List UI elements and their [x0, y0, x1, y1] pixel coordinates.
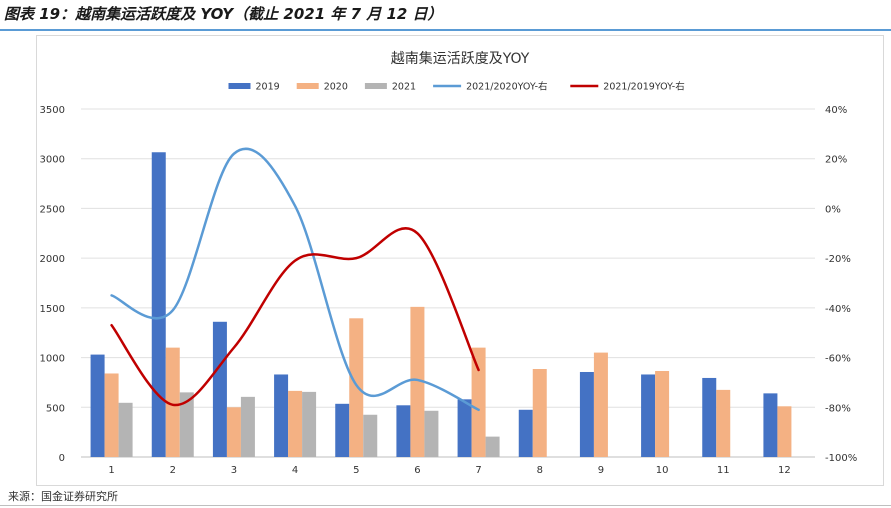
- bar-2019-1: [90, 354, 105, 457]
- bar-2019-5: [335, 403, 350, 457]
- y-right-tick-label: -20%: [825, 254, 851, 265]
- bar-2020-10: [655, 370, 670, 457]
- y-right-tick-label: -40%: [825, 304, 851, 315]
- bar-2021-1: [118, 402, 133, 457]
- legend-swatch: [228, 83, 251, 89]
- y-left-tick-label: 1000: [40, 354, 65, 365]
- bottom-divider: [0, 505, 891, 506]
- y-right-tick-label: 0%: [825, 204, 841, 215]
- x-tick-label: 11: [717, 465, 730, 476]
- legend-item-2021/2019YOY-右: 2021/2019YOY-右: [570, 81, 685, 93]
- legend-label: 2021/2019YOY-右: [603, 81, 684, 93]
- y-left-tick-label: 3000: [40, 155, 65, 166]
- bar-2020-11: [716, 389, 731, 457]
- y-right-tick-label: -60%: [825, 354, 851, 365]
- y-left-tick-label: 2000: [40, 254, 65, 265]
- bar-2020-2: [165, 347, 180, 457]
- x-axis: 1 2 3 4 5 6 7 8 9 10 11 12: [108, 465, 790, 476]
- chart-svg: 越南集运活跃度及YOY 2019 2020 2021 2021/2020YOY-右 20…: [40, 50, 858, 476]
- chart-title: 越南集运活跃度及YOY: [391, 50, 530, 67]
- figure-title: 图表 19：越南集运活跃度及 YOY（截止 2021 年 7 月 12 日）: [4, 5, 443, 23]
- x-tick-label: 12: [778, 465, 791, 476]
- x-tick-label: 6: [414, 465, 420, 476]
- bar-2021-2: [179, 392, 194, 457]
- bar-2020-5: [349, 318, 364, 457]
- bar-2020-7: [471, 347, 486, 457]
- y-right-tick-label: 40%: [825, 105, 847, 116]
- source-note: 来源：国金证券研究所: [8, 490, 118, 503]
- title-divider: [0, 29, 891, 31]
- bar-2021-5: [363, 414, 378, 457]
- bar-2020-12: [777, 406, 792, 457]
- legend-item-2021/2020YOY-右: 2021/2020YOY-右: [433, 81, 548, 93]
- bar-2019-9: [579, 371, 594, 457]
- x-tick-label: 9: [598, 465, 604, 476]
- y-left-tick-label: 500: [46, 403, 65, 414]
- bar-2019-12: [763, 393, 778, 457]
- bar-series: [90, 152, 792, 457]
- x-tick-label: 1: [108, 465, 114, 476]
- bar-2020-6: [410, 306, 425, 457]
- legend-item-2019: 2019: [228, 82, 280, 93]
- chart-legend: 2019 2020 2021 2021/2020YOY-右 2021/2019YOY-右: [228, 81, 685, 93]
- legend-item-2020: 2020: [296, 82, 348, 93]
- bar-2020-3: [226, 407, 241, 457]
- line-2021/2020YOY-右: [110, 147, 480, 412]
- bar-2021-3: [240, 396, 255, 457]
- bar-2019-7: [457, 399, 472, 457]
- bar-2021-7: [485, 436, 500, 457]
- legend-label: 2019: [256, 82, 280, 93]
- bar-2019-6: [396, 405, 411, 457]
- bar-2019-4: [274, 374, 289, 457]
- x-tick-label: 3: [231, 465, 237, 476]
- line-series: [110, 147, 480, 412]
- gridlines: [81, 108, 815, 458]
- y-axis-right: -100% -80% -60% -40% -20% 0% 20% 40%: [825, 105, 857, 464]
- y-left-tick-label: 1500: [40, 304, 65, 315]
- x-tick-label: 8: [537, 465, 543, 476]
- y-left-tick-label: 3500: [40, 105, 65, 116]
- bar-2020-4: [288, 390, 303, 457]
- bar-2021-6: [424, 410, 439, 457]
- x-tick-label: 5: [353, 465, 359, 476]
- chart-area: 越南集运活跃度及YOY 2019 2020 2021 2021/2020YOY-右 20…: [36, 35, 884, 486]
- bar-2019-3: [212, 321, 227, 457]
- y-right-tick-label: -80%: [825, 403, 851, 414]
- bar-2019-8: [518, 409, 533, 457]
- bar-2019-10: [641, 374, 656, 457]
- line-2021/2019YOY-右: [110, 227, 480, 407]
- bar-2020-9: [593, 352, 608, 457]
- x-tick-label: 2: [170, 465, 176, 476]
- y-right-tick-label: -100%: [825, 453, 857, 464]
- y-axis-left: 0 500 1000 1500 2000 2500 3000 3500: [40, 105, 65, 464]
- bar-2020-8: [532, 369, 547, 457]
- x-tick-label: 10: [656, 465, 669, 476]
- y-right-tick-label: 20%: [825, 155, 847, 166]
- legend-swatch: [364, 83, 387, 89]
- legend-label: 2021/2020YOY-右: [466, 81, 547, 93]
- bar-2020-1: [104, 373, 119, 457]
- legend-label: 2020: [324, 82, 348, 93]
- bar-2019-11: [702, 377, 717, 457]
- x-tick-label: 4: [292, 465, 298, 476]
- bar-2019-2: [151, 152, 166, 457]
- bar-2021-4: [302, 391, 317, 457]
- legend-item-2021: 2021: [364, 82, 416, 93]
- y-left-tick-label: 2500: [40, 204, 65, 215]
- legend-label: 2021: [392, 82, 416, 93]
- x-tick-label: 7: [475, 465, 481, 476]
- legend-swatch: [296, 83, 319, 89]
- y-left-tick-label: 0: [59, 453, 65, 464]
